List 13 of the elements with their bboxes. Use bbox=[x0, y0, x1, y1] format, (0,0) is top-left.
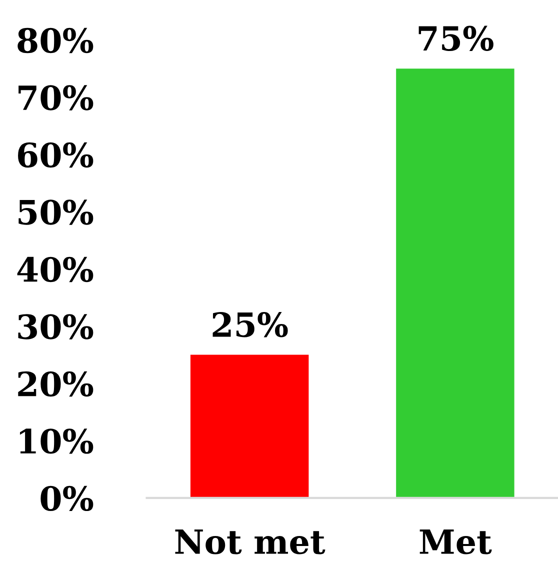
data-label: 75% bbox=[418, 26, 494, 52]
y-tick-label: 30% bbox=[18, 314, 94, 340]
x-tick-label: Not met bbox=[175, 529, 326, 554]
y-tick-label: 20% bbox=[18, 371, 94, 397]
y-tick-label: 10% bbox=[20, 428, 94, 454]
x-tick-label: Met bbox=[420, 529, 492, 554]
data-label: 25% bbox=[212, 312, 288, 338]
y-tick-label: 50% bbox=[18, 200, 94, 225]
y-tick-label: 40% bbox=[17, 256, 94, 282]
y-tick-label: 0% bbox=[40, 486, 94, 512]
y-tick-label: 70% bbox=[18, 85, 94, 110]
y-tick-label: 60% bbox=[18, 142, 94, 168]
y-tick-label: 80% bbox=[18, 28, 94, 54]
